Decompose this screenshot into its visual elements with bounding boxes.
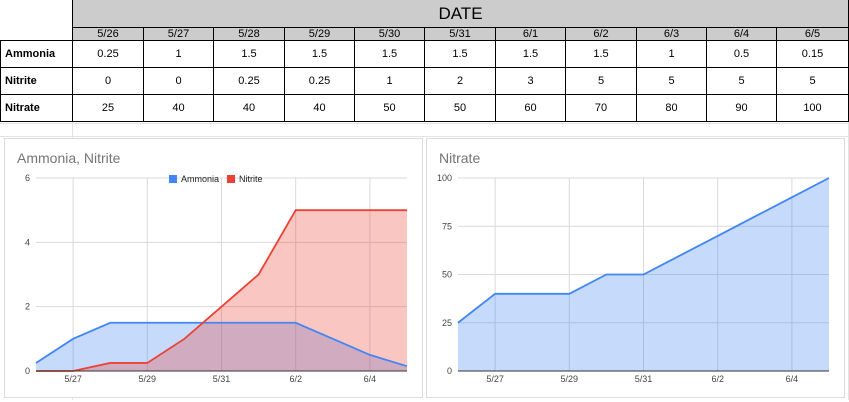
y-tick-label: 2 <box>25 302 30 312</box>
x-tick-label: 5/31 <box>213 374 231 384</box>
legend-label[interactable]: Nitrite <box>239 174 263 184</box>
series-area-ammonia[interactable] <box>36 322 407 371</box>
table-cell[interactable]: 2 <box>424 67 496 95</box>
table-cell[interactable]: 50 <box>424 94 496 122</box>
table-cell[interactable]: 80 <box>636 94 707 122</box>
x-tick-label: 5/29 <box>139 374 157 384</box>
table-cell[interactable]: 1.5 <box>495 40 566 68</box>
table-cell[interactable]: 70 <box>565 94 637 122</box>
x-tick-label: 5/27 <box>64 374 82 384</box>
nitrate-chart[interactable]: Nitrate 0 25 50 75 100 5/27 5/29 5/31 6/2 6/4 <box>426 138 845 398</box>
chart-svg: Ammonia, Nitrite 0 2 4 6 5/27 5/29 5/31 6/2 6/4 Am… <box>17 150 408 384</box>
table-cell[interactable]: 0 <box>143 67 214 95</box>
table-cell[interactable]: 25 <box>72 94 144 122</box>
series-line-nitrite[interactable] <box>36 209 407 372</box>
table-cell[interactable]: 5 <box>776 67 849 95</box>
date-cell[interactable]: 6/3 <box>636 27 707 41</box>
date-cell[interactable]: 6/5 <box>776 27 849 41</box>
table-cell[interactable]: 1.5 <box>284 40 355 68</box>
x-tick-label: 5/29 <box>561 374 579 384</box>
date-cell[interactable]: 6/1 <box>495 27 566 41</box>
date-header[interactable]: DATE <box>72 0 849 28</box>
table-cell[interactable]: 5 <box>706 67 777 95</box>
ammonia-nitrite-chart[interactable]: Ammonia, Nitrite 0 2 4 6 5/27 5/29 5/31 6/2 6/4 Am… <box>4 138 423 398</box>
table-row: Nitrate 25 40 40 40 50 50 60 70 80 90 100 <box>0 94 849 122</box>
date-cell[interactable]: 5/28 <box>213 27 285 41</box>
grid-line <box>0 123 849 124</box>
chart-title: Nitrate <box>439 150 480 166</box>
series-line-nitrate[interactable] <box>457 177 830 324</box>
table-cell[interactable]: 1 <box>636 40 707 68</box>
x-tick-label: 6/2 <box>711 374 724 384</box>
table-cell[interactable]: 1 <box>354 67 425 95</box>
date-cell[interactable]: 6/2 <box>565 27 637 41</box>
date-cell[interactable]: 5/29 <box>284 27 355 41</box>
table-cell[interactable]: 40 <box>143 94 214 122</box>
table-cell[interactable]: 1.5 <box>565 40 637 68</box>
table-cell[interactable]: 0.25 <box>213 67 285 95</box>
row-label[interactable]: Nitrite <box>0 67 73 95</box>
table-cell[interactable]: 90 <box>706 94 777 122</box>
chart-title: Ammonia, Nitrite <box>17 150 121 166</box>
table-row: Nitrite 0 0 0.25 0.25 1 2 3 5 5 5 5 <box>0 67 849 95</box>
date-cell[interactable]: 5/31 <box>424 27 496 41</box>
data-table: DATE 5/26 5/27 5/28 5/29 5/30 5/31 6/1 6/2 6/3 6/… <box>0 0 849 122</box>
y-tick-label: 0 <box>447 366 452 376</box>
table-cell[interactable]: 0.5 <box>706 40 777 68</box>
table-cell[interactable]: 50 <box>354 94 425 122</box>
date-cell[interactable]: 6/4 <box>706 27 777 41</box>
table-cell[interactable]: 40 <box>213 94 285 122</box>
chart-svg: Nitrate 0 25 50 75 100 5/27 5/29 5/31 6/2 6/4 <box>437 150 830 384</box>
table-cell[interactable]: 0.25 <box>72 40 144 68</box>
legend-swatch <box>169 175 177 183</box>
table-cell[interactable]: 5 <box>565 67 637 95</box>
table-row: Ammonia 0.25 1 1.5 1.5 1.5 1.5 1.5 1.5 1 0.5 0.15 <box>0 40 849 68</box>
series-line-ammonia[interactable] <box>35 321 408 368</box>
table-cell[interactable]: 5 <box>636 67 707 95</box>
x-tick-label: 5/27 <box>486 374 504 384</box>
y-tick-label: 6 <box>25 173 30 183</box>
y-tick-label: 25 <box>442 318 452 328</box>
legend-label[interactable]: Ammonia <box>181 174 219 184</box>
grid-line <box>0 136 849 137</box>
x-tick-label: 6/2 <box>289 374 302 384</box>
x-tick-label: 6/4 <box>364 374 377 384</box>
date-cell[interactable]: 5/27 <box>143 27 214 41</box>
date-cell[interactable]: 5/30 <box>354 27 425 41</box>
table-cell[interactable]: 0 <box>72 67 144 95</box>
table-cell[interactable]: 1.5 <box>424 40 496 68</box>
table-cell[interactable]: 1.5 <box>213 40 285 68</box>
dates-row: 5/26 5/27 5/28 5/29 5/30 5/31 6/1 6/2 6/3 6/4 6/5 <box>1 27 849 41</box>
table-cell[interactable]: 60 <box>495 94 566 122</box>
y-tick-label: 0 <box>25 366 30 376</box>
table-cell[interactable]: 1.5 <box>354 40 425 68</box>
table-cell[interactable]: 0.25 <box>284 67 355 95</box>
table-cell[interactable]: 1 <box>143 40 214 68</box>
y-tick-label: 4 <box>25 237 30 247</box>
x-tick-label: 5/31 <box>635 374 653 384</box>
x-tick-label: 6/4 <box>786 374 799 384</box>
y-tick-label: 75 <box>442 221 452 231</box>
table-cell[interactable]: 3 <box>495 67 566 95</box>
row-label[interactable]: Nitrate <box>0 94 73 122</box>
y-tick-label: 50 <box>442 270 452 280</box>
y-tick-label: 100 <box>437 173 452 183</box>
table-cell[interactable]: 0.15 <box>776 40 849 68</box>
date-cell[interactable]: 5/26 <box>72 27 144 41</box>
legend-swatch <box>227 175 235 183</box>
row-label[interactable]: Ammonia <box>0 40 73 68</box>
table-cell[interactable]: 40 <box>284 94 355 122</box>
table-cell[interactable]: 100 <box>776 94 849 122</box>
